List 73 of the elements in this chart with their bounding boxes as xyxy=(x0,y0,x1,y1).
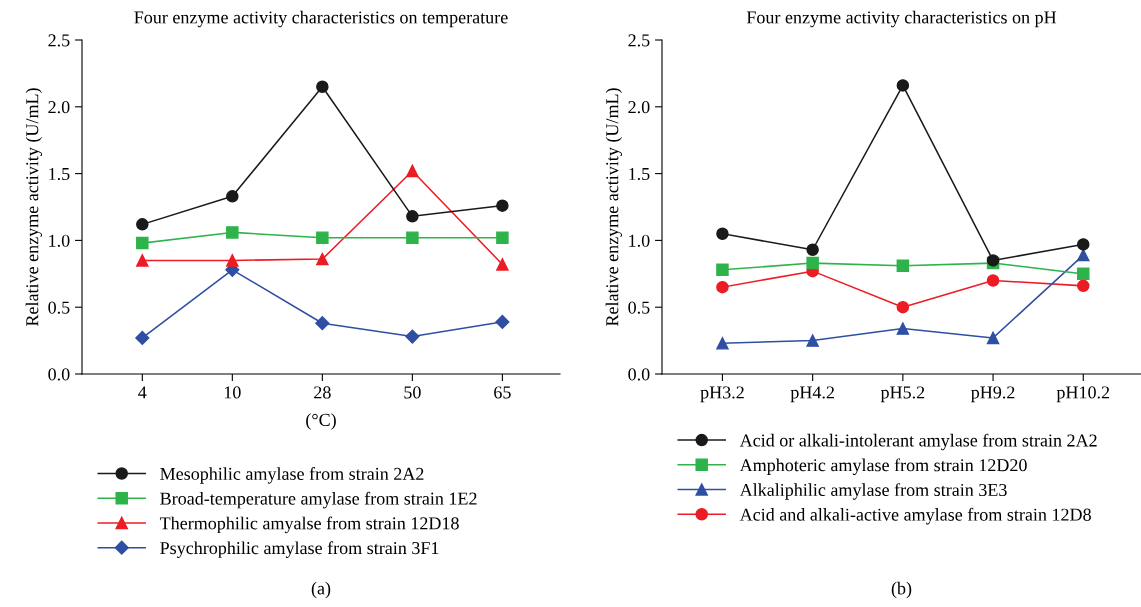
legend-label: Acid and alkali-active amylase from strain 12D8 xyxy=(739,507,1091,525)
point xyxy=(716,263,729,277)
y-tick-label: 2.5 xyxy=(628,34,650,47)
point xyxy=(406,231,419,244)
text: (b) xyxy=(891,581,912,599)
x-tick-label: pH9.2 xyxy=(971,386,1015,403)
legend-label: Amphoteric amylase from strain 12D20 xyxy=(739,458,1027,476)
point xyxy=(135,330,150,346)
point xyxy=(806,334,819,347)
point xyxy=(1077,279,1090,293)
x-tick-label: 50 xyxy=(404,386,421,399)
legend-label: Broad-temperature amylase from strain 1E2 xyxy=(160,491,477,509)
x-tick-label: pH10.2 xyxy=(1056,386,1110,403)
point xyxy=(315,316,330,331)
point xyxy=(136,218,149,231)
legend-label: Mesophilic amylase from strain 2A2 xyxy=(160,467,424,484)
point xyxy=(896,322,910,335)
chart-title: Four enzyme activity characteristics on pH xyxy=(746,10,1057,28)
point xyxy=(806,243,819,257)
point xyxy=(316,252,329,266)
point xyxy=(716,227,729,240)
chart-title: Four enzyme activity characteristics on temperature xyxy=(134,10,508,28)
x-tick-label: 4 xyxy=(138,386,147,399)
y-tick-label: 2.0 xyxy=(628,101,650,114)
y-tick-label: 0.5 xyxy=(48,301,70,314)
point xyxy=(226,190,239,203)
point xyxy=(986,274,1000,287)
point xyxy=(496,231,509,244)
point xyxy=(226,254,239,267)
legend-label: Acid or alkali-intolerant amylase from strain 2A2 xyxy=(739,433,1097,451)
legend-label: Alkaliphilic amylase from strain 3E3 xyxy=(739,483,1007,500)
x-tick-label: 10 xyxy=(224,386,241,399)
y-tick-label: 2.0 xyxy=(48,101,70,114)
point xyxy=(716,280,729,294)
y-tick-label: 1.5 xyxy=(629,167,650,181)
y-tick-label: 1.0 xyxy=(49,234,70,247)
legend-label: Psychrophilic amylase from strain 3F1 xyxy=(160,541,439,558)
legend-label: Thermophilic amyalse from strain 12D18 xyxy=(159,516,459,534)
x-tick-label: pH5.2 xyxy=(880,386,925,403)
point xyxy=(716,337,729,350)
point xyxy=(495,314,510,329)
point xyxy=(405,329,420,344)
x-tick-label: 28 xyxy=(314,386,331,399)
point xyxy=(896,79,910,92)
point xyxy=(496,199,509,212)
point xyxy=(806,256,819,270)
point xyxy=(316,80,329,94)
y-axis-title: Relative enzyme activity (U/mL) xyxy=(605,88,623,327)
text: (a) xyxy=(311,581,331,599)
y-axis-title: Relative enzyme activity (U/mL) xyxy=(25,88,43,327)
point xyxy=(896,259,910,273)
y-tick-label: 1.0 xyxy=(629,234,650,247)
y-tick-label: 0.5 xyxy=(628,301,650,314)
y-tick-label: 0.0 xyxy=(48,368,70,381)
point xyxy=(136,236,149,250)
point xyxy=(896,300,910,314)
y-tick-label: 0.0 xyxy=(628,368,650,381)
point xyxy=(226,226,239,239)
x-tick-label: 65 xyxy=(494,386,511,399)
x-axis-title: (°C) xyxy=(306,413,336,430)
point xyxy=(986,331,1000,345)
x-tick-label: pH4.2 xyxy=(790,386,834,403)
point xyxy=(1077,267,1090,281)
y-tick-label: 1.5 xyxy=(49,167,70,181)
point xyxy=(316,231,329,244)
point xyxy=(136,254,149,267)
point xyxy=(406,210,419,223)
point xyxy=(1077,238,1090,251)
point xyxy=(1077,248,1090,262)
point xyxy=(496,258,509,271)
y-tick-label: 2.5 xyxy=(48,34,70,47)
point xyxy=(406,164,419,178)
x-tick-label: pH3.2 xyxy=(700,386,744,403)
